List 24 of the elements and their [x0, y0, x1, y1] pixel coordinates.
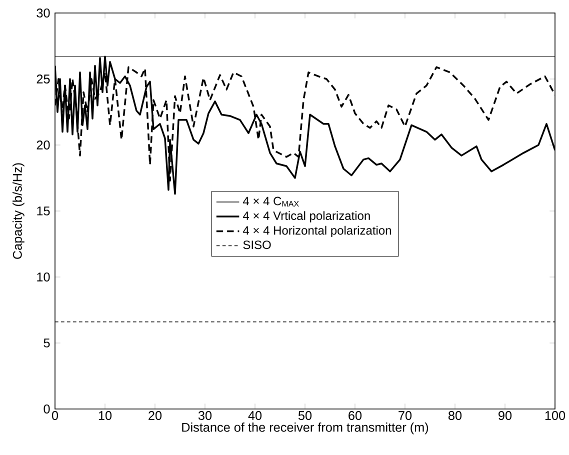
x-tick-label: 30 [198, 411, 212, 420]
y-tick-label: 15 [37, 206, 50, 216]
x-tick-label: 10 [98, 411, 112, 420]
legend-label: SISO [243, 240, 271, 250]
x-axis-title: Distance of the receiver from transmitter (m) [182, 422, 428, 434]
x-tick-label: 20 [148, 411, 162, 420]
y-tick-label: 25 [36, 74, 50, 84]
y-tick-label: 0 [44, 404, 50, 414]
y-tick-label: 30 [36, 8, 50, 18]
x-tick-label: 40 [248, 411, 262, 420]
y-axis-title: Capacity (b/s/Hz) [12, 163, 24, 259]
y-tick-label: 20 [36, 140, 50, 150]
x-tick-label: 0 [52, 411, 58, 420]
y-tick-label: 5 [44, 338, 50, 348]
x-tick-label: 80 [448, 411, 462, 420]
y-tick-label: 10 [37, 272, 50, 282]
legend-label: 4 × 4 Horizontal polarization [242, 226, 391, 238]
x-tick-label: 70 [398, 411, 412, 420]
x-tick-label: 60 [348, 411, 362, 420]
x-tick-label: 50 [298, 411, 312, 420]
x-tick-label: 100 [545, 411, 566, 420]
legend-label: 4 × 4 C$_{MAX}$ [242, 196, 299, 207]
legend-label: 4 × 4 Vrtical polarization [242, 211, 370, 222]
x-tick-label: 90 [498, 411, 512, 420]
